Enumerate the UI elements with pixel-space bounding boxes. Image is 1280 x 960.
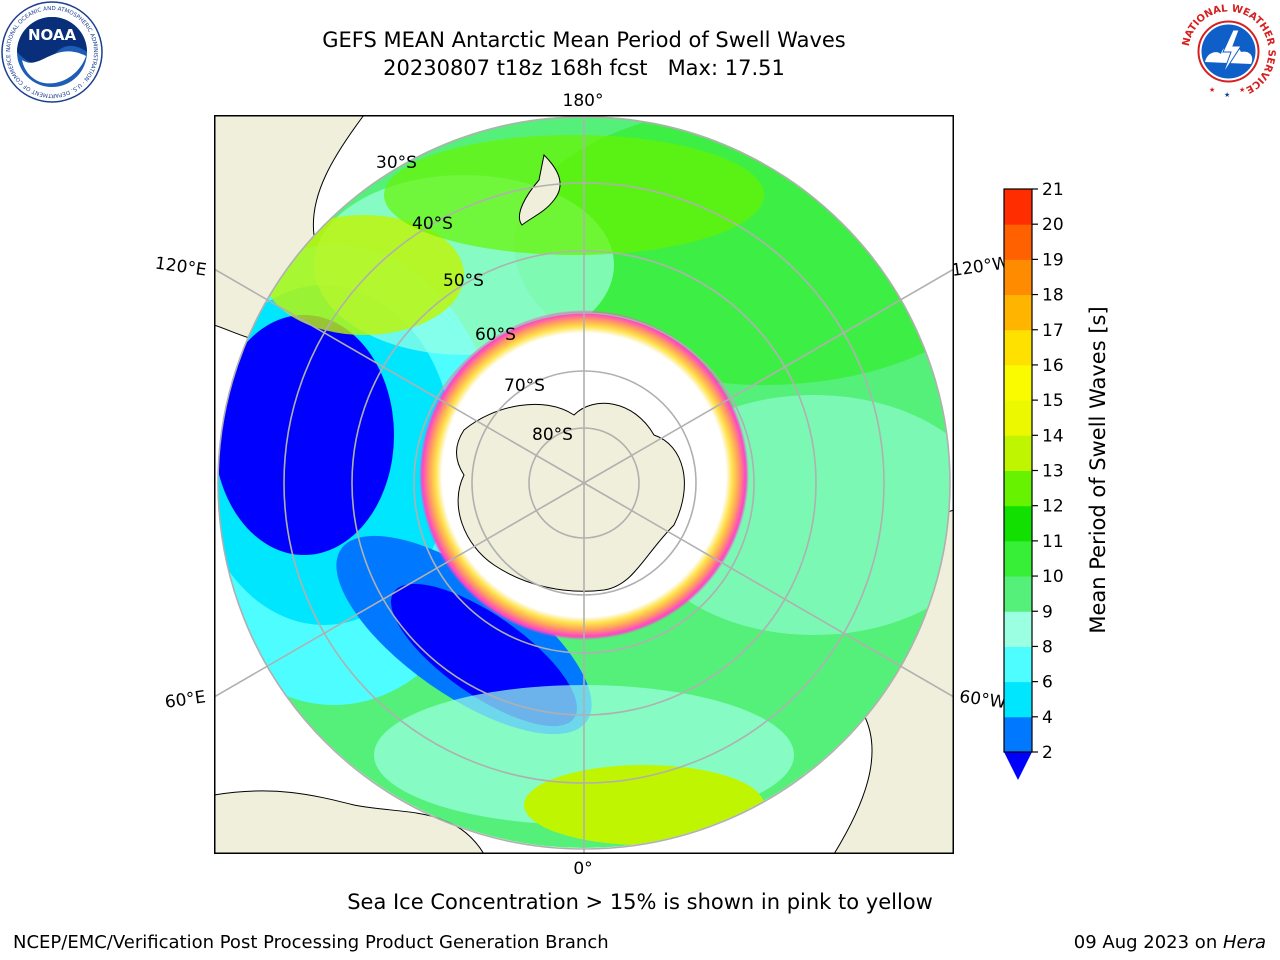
colorbar-bin	[1004, 259, 1032, 296]
nws-logo: NATIONAL WEATHER SERVICE ★ ★ ★	[1178, 1, 1279, 102]
colorbar-tick-label: 13	[1042, 462, 1064, 482]
lat-label-50s: 50°S	[443, 271, 484, 291]
colorbar-tick-label: 14	[1042, 426, 1064, 446]
colorbar-tick-label: 17	[1042, 321, 1064, 341]
colorbar-bin	[1004, 716, 1032, 753]
longitude-gridlines	[214, 115, 954, 854]
colorbar-tick-label: 16	[1042, 356, 1064, 376]
footer-host: Hera	[1222, 932, 1266, 953]
colorbar-tick-label: 11	[1042, 532, 1064, 552]
colorbar-tick-label: 18	[1042, 286, 1064, 306]
lon-label-180: 180°	[563, 91, 604, 111]
colorbar-bin	[1004, 576, 1032, 612]
map-subtitle: 20230807 t18z 168h fcst Max: 17.51	[383, 56, 785, 80]
colorbar-tick-label: 4	[1042, 708, 1053, 728]
lat-label-70s: 70°S	[504, 376, 545, 396]
colorbar-ticks: 2 4 6 8 9 10 11 12 13 14 15 16 17 18 19 20 21	[1032, 180, 1064, 763]
lat-label-30s: 30°S	[376, 153, 417, 173]
lat-label-80s: 80°S	[532, 425, 573, 445]
footer-branch: NCEP/EMC/Verification Post Processing Pr…	[13, 932, 609, 953]
footer-date: 09 Aug 2023 on Hera	[1074, 932, 1266, 953]
colorbar-bin	[1004, 224, 1032, 260]
lon-label-0: 0°	[573, 859, 592, 879]
new-zealand-landmass	[518, 153, 561, 226]
colorbar-bin	[1004, 470, 1032, 507]
svg-text:NOAA: NOAA	[28, 26, 77, 44]
svg-text:★: ★	[1209, 86, 1215, 94]
lon-label-60e: 60°E	[164, 687, 207, 712]
colorbar-bin	[1004, 435, 1032, 471]
colorbar-bin	[1004, 189, 1032, 225]
polar-map: 30°S 40°S 50°S 60°S 70°S 80°S	[214, 115, 954, 854]
footer-date-text: 09 Aug 2023 on	[1073, 932, 1223, 953]
colorbar-tick-label: 9	[1042, 602, 1053, 622]
svg-text:★: ★	[1224, 91, 1230, 99]
colorbar-bin	[1004, 294, 1032, 331]
colorbar-tick-label: 10	[1042, 567, 1064, 587]
colorbar-tick-label: 8	[1042, 637, 1053, 657]
colorbar-tick-label: 15	[1042, 391, 1064, 411]
colorbar: 2 4 6 8 9 10 11 12 13 14 15 16 17 18 19 20 21	[1003, 180, 1064, 780]
colorbar-extend-arrow	[1004, 752, 1032, 780]
colorbar-bin	[1004, 400, 1032, 436]
colorbar-tick-label: 12	[1042, 497, 1064, 517]
map-title: GEFS MEAN Antarctic Mean Period of Swell…	[322, 28, 846, 52]
colorbar-tick-label: 6	[1042, 673, 1053, 693]
lon-label-120e: 120°E	[154, 254, 208, 281]
colorbar-label: Mean Period of Swell Waves [s]	[1086, 306, 1110, 634]
colorbar-bin	[1004, 646, 1032, 683]
lat-label-60s: 60°S	[475, 325, 516, 345]
sea-ice-note: Sea Ice Concentration > 15% is shown in …	[347, 890, 933, 914]
map-frame	[214, 115, 954, 854]
africa-landmass	[214, 790, 485, 854]
colorbar-tick-label: 20	[1042, 215, 1064, 235]
colorbar-tick-label: 21	[1042, 180, 1064, 200]
colorbar-bin	[1004, 611, 1032, 647]
colorbar-tick-label: 2	[1042, 743, 1053, 763]
lat-label-40s: 40°S	[412, 214, 453, 234]
noaa-logo: NATIONAL OCEANIC AND ATMOSPHERIC ADMINIS…	[1, 1, 103, 103]
colorbar-bin	[1004, 329, 1032, 366]
colorbar-bin	[1004, 505, 1032, 542]
colorbar-tick-label: 19	[1042, 250, 1064, 270]
svg-text:★: ★	[1239, 86, 1245, 94]
colorbar-bin	[1004, 540, 1032, 577]
colorbar-bins	[1004, 189, 1032, 753]
colorbar-bin	[1004, 681, 1032, 718]
colorbar-bin	[1004, 364, 1032, 401]
